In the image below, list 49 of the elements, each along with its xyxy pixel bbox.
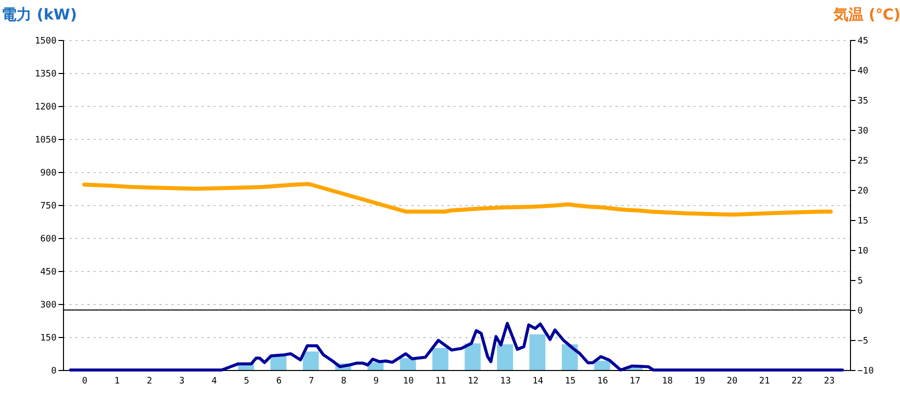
x-tick-label: 14 (532, 376, 544, 386)
y-tick-label: 1200 (34, 102, 56, 112)
x-tick-label: 23 (824, 376, 835, 386)
x-tick-label: 1 (114, 376, 120, 386)
y2-tick-label: 35 (858, 96, 868, 106)
x-tick-label: 5 (244, 376, 250, 386)
y2-tick-label: 0 (858, 306, 863, 316)
x-tick-label: 18 (662, 376, 673, 386)
y-tick-label: 600 (40, 234, 56, 244)
x-tick-label: 2 (146, 376, 152, 386)
y2-tick-label: 45 (858, 36, 868, 46)
y2-tick-label: 10 (858, 246, 868, 256)
y-tick-label: 900 (40, 168, 56, 178)
y-tick-label: 450 (40, 268, 56, 278)
x-tick-label: 7 (308, 376, 314, 386)
y-tick-label: 1050 (34, 136, 56, 146)
x-tick-label: 8 (340, 376, 346, 386)
x-tick-label: 4 (211, 376, 217, 386)
y-tick-label: 0 (51, 366, 56, 376)
y-tick-label: 750 (40, 202, 56, 212)
y2-tick-label: 15 (858, 216, 868, 226)
y2-tick-label: −10 (858, 366, 874, 376)
y2-tick-label: 40 (858, 66, 868, 76)
y-tick-label: 150 (40, 334, 56, 344)
x-tick-label: 6 (276, 376, 282, 386)
x-tick-label: 9 (373, 376, 379, 386)
x-tick-label: 13 (500, 376, 511, 386)
y-tick-label: 1350 (34, 70, 56, 80)
y2-tick-label: 5 (858, 276, 863, 286)
x-tick-label: 10 (403, 376, 414, 386)
x-tick-label: 16 (597, 376, 608, 386)
y2-tick-label: 25 (858, 156, 868, 166)
x-tick-label: 11 (435, 376, 446, 386)
x-tick-label: 22 (792, 376, 802, 386)
y2-tick-label: 20 (858, 186, 868, 196)
x-tick-label: 20 (726, 376, 738, 386)
x-tick-label: 21 (759, 376, 770, 386)
x-tick-label: 19 (694, 376, 706, 386)
y2-tick-label: −5 (858, 336, 868, 346)
x-tick-label: 12 (468, 376, 479, 386)
x-tick-label: 15 (564, 376, 576, 386)
y-axis-title: 電力 (kW) (2, 6, 77, 24)
y2-axis-title: 気温 (℃) (832, 6, 900, 24)
x-tick-label: 3 (179, 376, 185, 386)
x-tick-label: 17 (630, 376, 640, 386)
y-tick-label: 1500 (34, 36, 56, 46)
y2-tick-label: 30 (858, 126, 868, 136)
x-tick-label: 0 (82, 376, 88, 386)
y-tick-label: 300 (40, 300, 56, 310)
